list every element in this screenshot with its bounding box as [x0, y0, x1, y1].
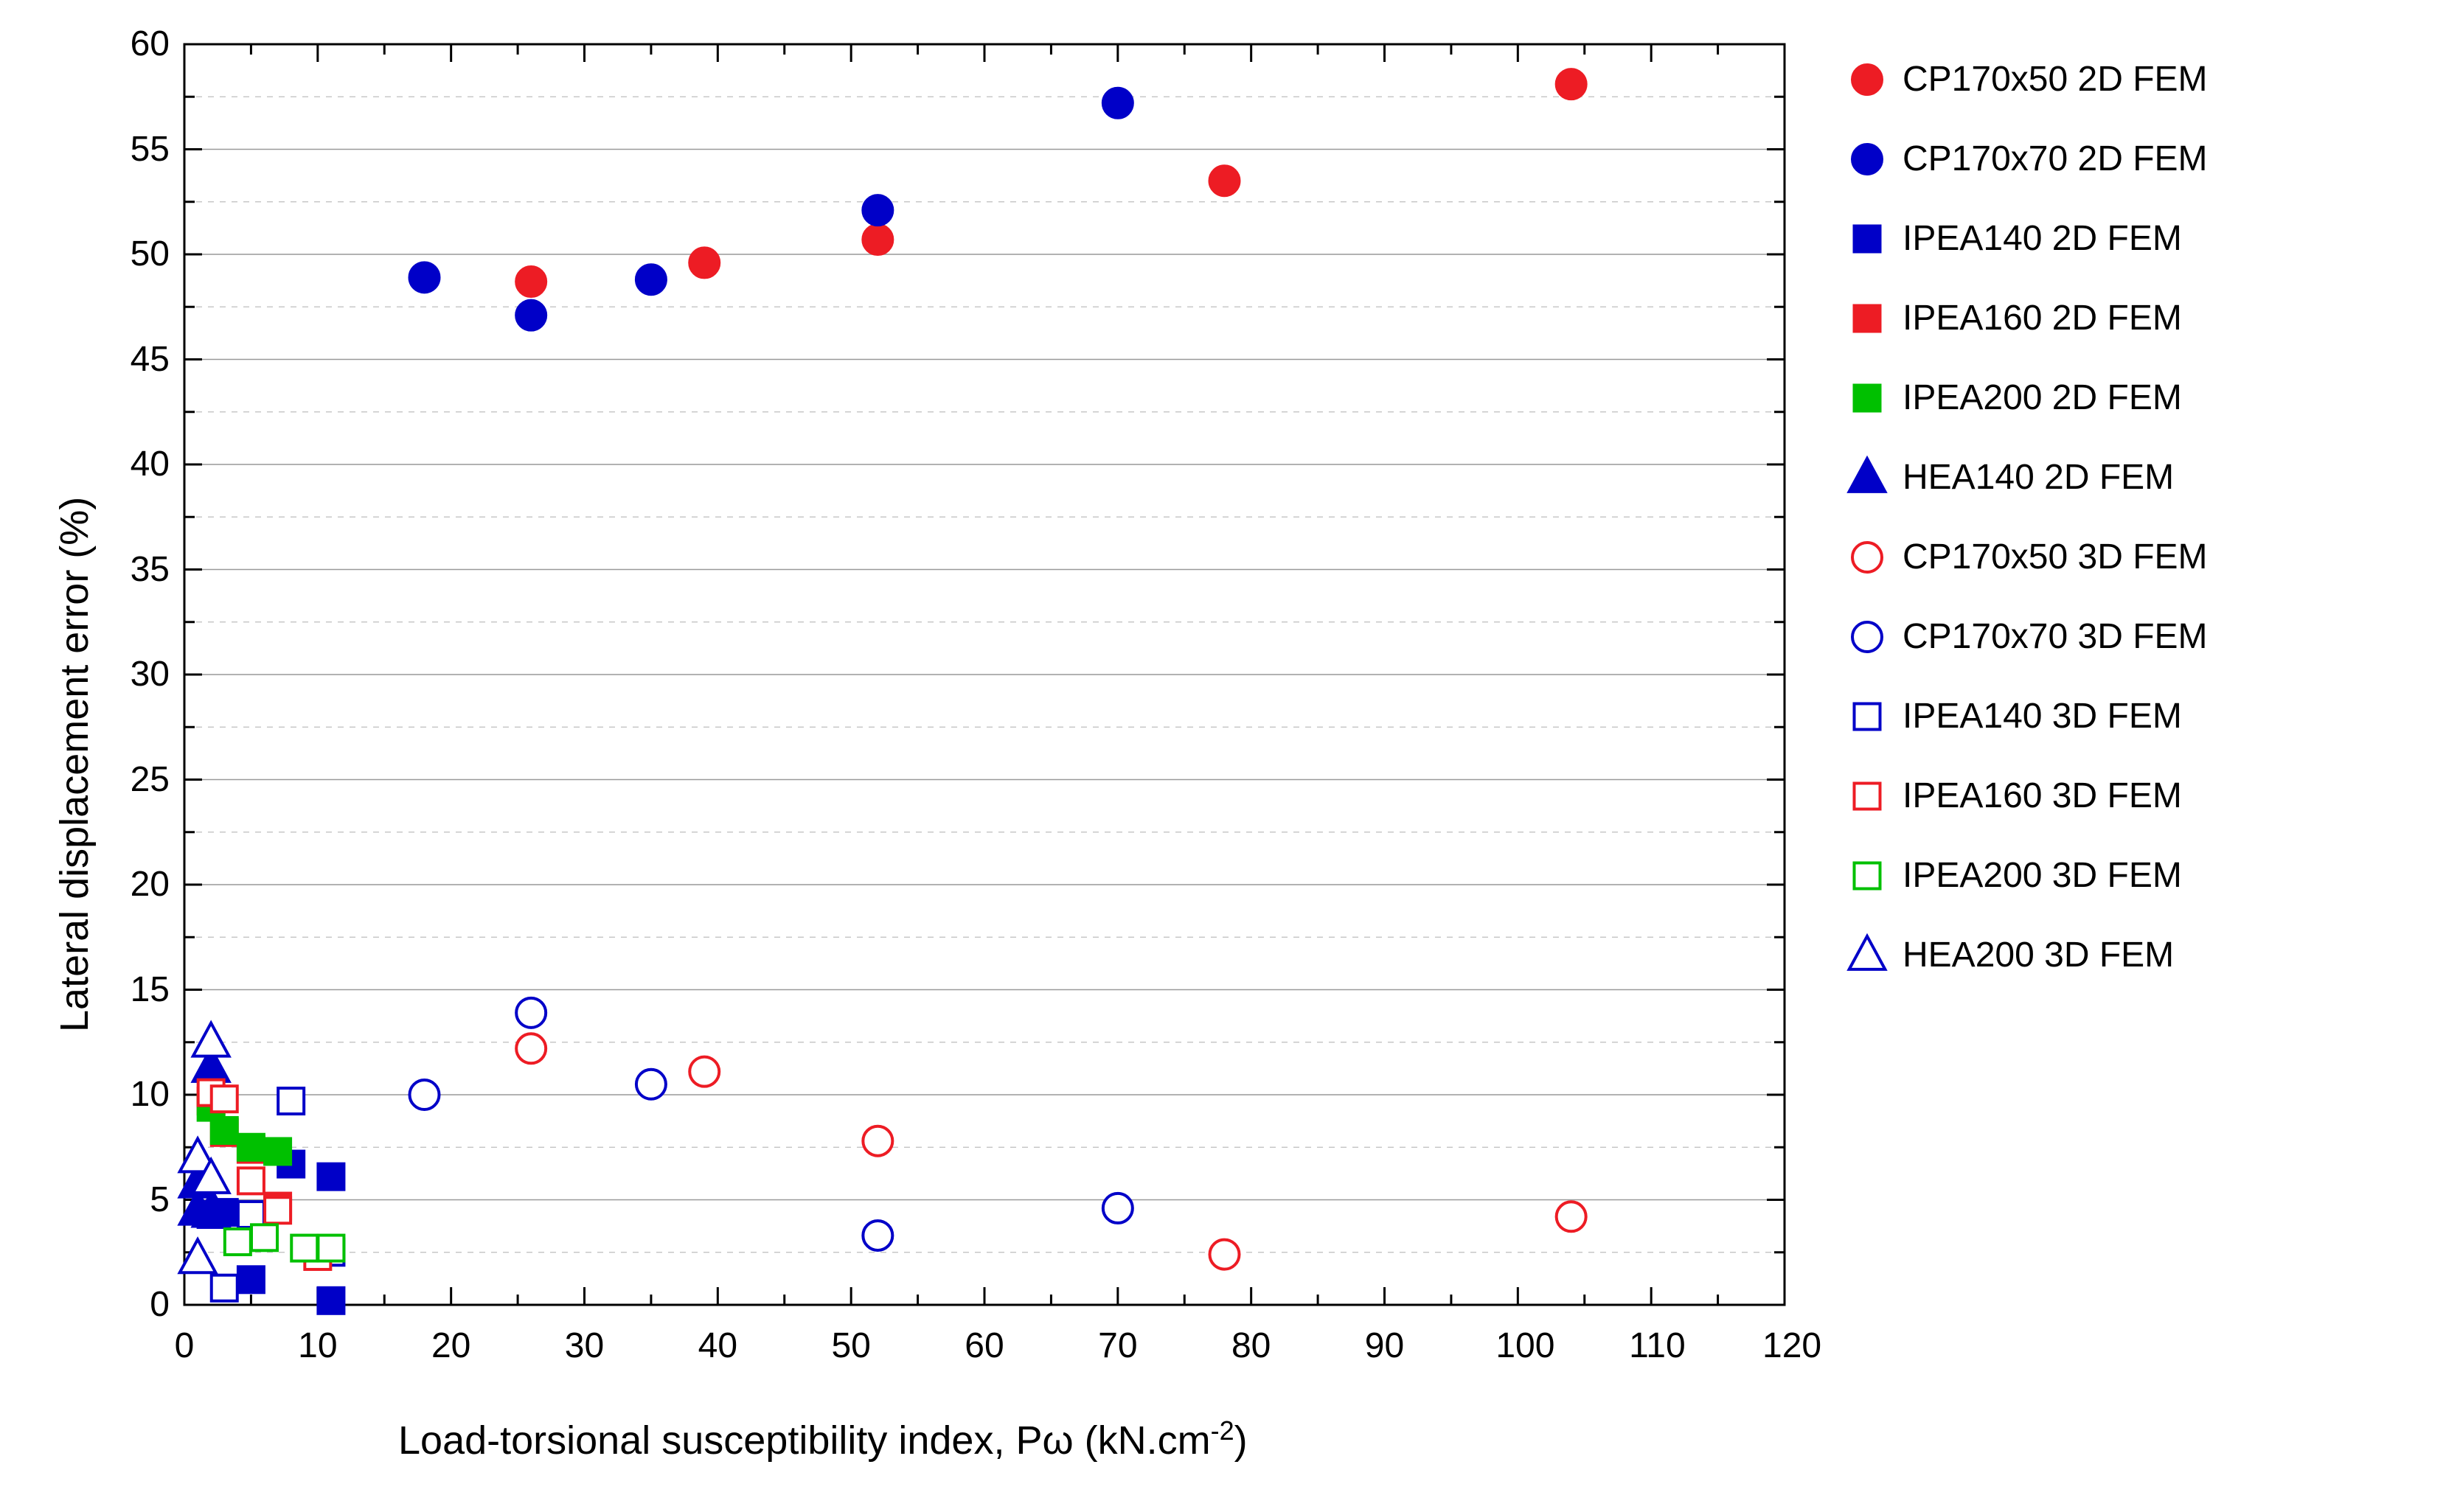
legend-item: IPEA140 3D FEM [1903, 696, 2182, 736]
legend-item: HEA140 2D FEM [1903, 457, 2174, 498]
x-axis-label: Load-torsional susceptibility index, Pω … [398, 1415, 1248, 1463]
y-tick-label: 60 [103, 24, 170, 64]
x-tick-label: 120 [1762, 1325, 1807, 1366]
y-tick-label: 50 [103, 234, 170, 274]
legend-item: CP170x70 2D FEM [1903, 139, 2208, 179]
legend-item: CP170x50 2D FEM [1903, 59, 2208, 100]
legend-item: IPEA160 2D FEM [1903, 298, 2182, 338]
x-tick-label: 20 [429, 1325, 473, 1366]
x-tick-label: 10 [296, 1325, 340, 1366]
chart-container: Lateral displacement error (%) Load-tors… [0, 0, 2460, 1508]
y-tick-label: 10 [103, 1074, 170, 1115]
y-tick-label: 35 [103, 549, 170, 590]
x-tick-label: 100 [1495, 1325, 1540, 1366]
legend-item: CP170x50 3D FEM [1903, 537, 2208, 577]
x-tick-label: 70 [1096, 1325, 1140, 1366]
legend-item: IPEA160 3D FEM [1903, 776, 2182, 816]
y-tick-label: 0 [103, 1284, 170, 1325]
x-tick-label: 80 [1229, 1325, 1274, 1366]
y-tick-label: 40 [103, 444, 170, 484]
x-tick-label: 50 [829, 1325, 873, 1366]
legend-item: IPEA200 2D FEM [1903, 377, 2182, 418]
y-tick-label: 15 [103, 969, 170, 1010]
x-tick-label: 60 [962, 1325, 1007, 1366]
y-tick-label: 25 [103, 759, 170, 800]
x-tick-label: 90 [1363, 1325, 1407, 1366]
x-tick-label: 110 [1629, 1325, 1673, 1366]
x-tick-label: 40 [695, 1325, 740, 1366]
y-tick-label: 30 [103, 654, 170, 694]
legend-item: HEA200 3D FEM [1903, 935, 2174, 975]
legend-item: IPEA140 2D FEM [1903, 218, 2182, 259]
legend-item: IPEA200 3D FEM [1903, 855, 2182, 896]
data-points [180, 69, 1586, 1314]
y-tick-label: 20 [103, 864, 170, 905]
x-tick-label: 0 [162, 1325, 206, 1366]
legend-item: CP170x70 3D FEM [1903, 616, 2208, 657]
y-tick-label: 55 [103, 129, 170, 170]
y-tick-label: 5 [103, 1180, 170, 1220]
y-tick-label: 45 [103, 339, 170, 380]
x-tick-label: 30 [563, 1325, 607, 1366]
y-axis-label: Lateral displacement error (%) [52, 497, 97, 1032]
